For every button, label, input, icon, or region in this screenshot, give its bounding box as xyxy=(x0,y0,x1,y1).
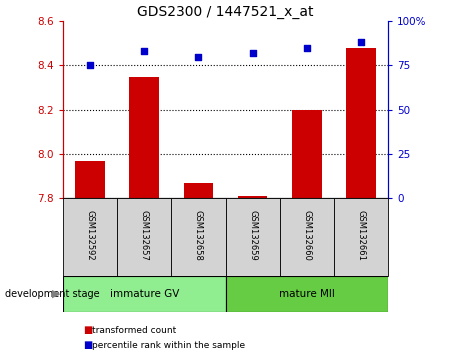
Text: immature GV: immature GV xyxy=(110,289,179,299)
Text: GSM132661: GSM132661 xyxy=(356,210,365,261)
Text: GSM132657: GSM132657 xyxy=(140,210,149,261)
Bar xyxy=(226,276,388,312)
Title: GDS2300 / 1447521_x_at: GDS2300 / 1447521_x_at xyxy=(137,5,314,19)
Bar xyxy=(129,76,159,198)
Text: percentile rank within the sample: percentile rank within the sample xyxy=(92,342,246,350)
Point xyxy=(249,50,256,56)
Bar xyxy=(75,161,105,198)
Text: ■: ■ xyxy=(83,325,93,335)
Text: mature MII: mature MII xyxy=(279,289,335,299)
Point xyxy=(141,48,148,54)
Bar xyxy=(346,48,376,198)
Point xyxy=(87,63,94,68)
Text: GSM132660: GSM132660 xyxy=(302,210,311,261)
Bar xyxy=(171,198,226,276)
Bar xyxy=(238,196,267,198)
Bar xyxy=(117,198,171,276)
Bar xyxy=(280,198,334,276)
Point xyxy=(195,54,202,59)
Text: GSM132592: GSM132592 xyxy=(86,210,95,261)
Text: ■: ■ xyxy=(83,341,93,350)
Bar xyxy=(292,110,322,198)
Bar xyxy=(184,183,213,198)
Point xyxy=(357,40,364,45)
Text: GSM132659: GSM132659 xyxy=(248,210,257,261)
Text: transformed count: transformed count xyxy=(92,326,177,335)
Bar xyxy=(63,198,117,276)
Point xyxy=(303,45,310,51)
Text: development stage: development stage xyxy=(5,289,99,299)
Bar xyxy=(63,276,226,312)
Text: GSM132658: GSM132658 xyxy=(194,210,203,261)
Text: ▶: ▶ xyxy=(52,289,60,299)
Bar xyxy=(226,198,280,276)
Bar xyxy=(334,198,388,276)
